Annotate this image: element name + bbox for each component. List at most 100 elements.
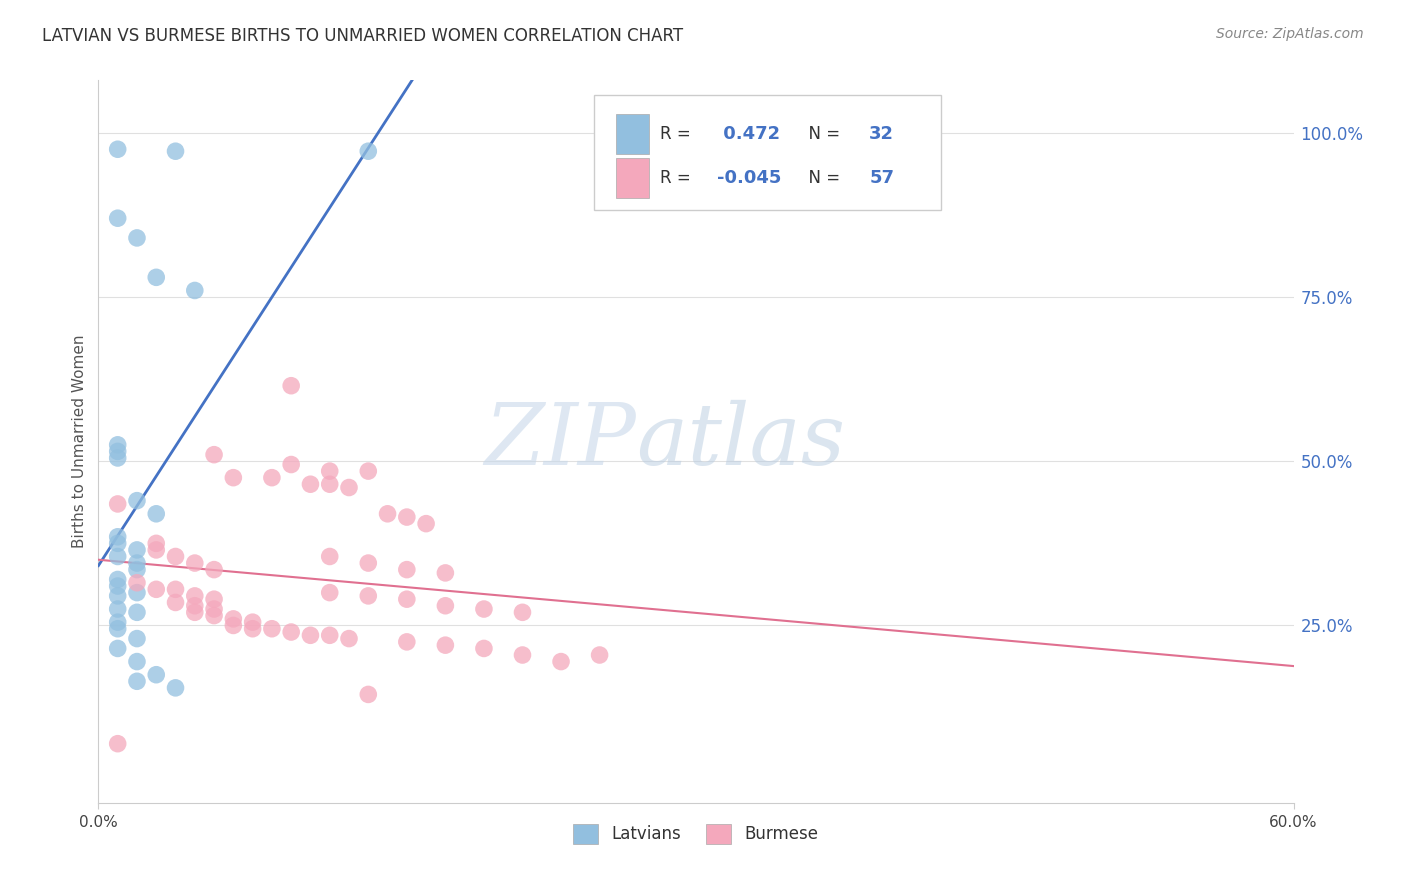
Point	[319, 464, 342, 478]
Point	[357, 145, 380, 159]
Text: R =: R =	[661, 169, 696, 186]
Point	[588, 648, 610, 662]
Point	[165, 145, 187, 159]
Point	[319, 585, 342, 599]
Point	[125, 585, 148, 599]
Text: R =: R =	[661, 125, 696, 144]
Point	[357, 464, 380, 478]
Point	[299, 477, 322, 491]
Point	[125, 575, 148, 590]
Point	[107, 579, 129, 593]
Text: N =: N =	[797, 125, 845, 144]
Point	[395, 592, 418, 607]
Point	[434, 599, 457, 613]
FancyBboxPatch shape	[595, 95, 941, 211]
Text: LATVIAN VS BURMESE BIRTHS TO UNMARRIED WOMEN CORRELATION CHART: LATVIAN VS BURMESE BIRTHS TO UNMARRIED W…	[42, 27, 683, 45]
Point	[107, 615, 129, 630]
Point	[107, 536, 129, 550]
Point	[125, 556, 148, 570]
Point	[145, 582, 167, 597]
Point	[107, 142, 129, 156]
Text: 32: 32	[869, 125, 894, 144]
Point	[107, 737, 129, 751]
Point	[434, 566, 457, 580]
Point	[222, 471, 245, 485]
Point	[357, 589, 380, 603]
Point	[145, 536, 167, 550]
Point	[107, 530, 129, 544]
Point	[202, 592, 225, 607]
Point	[299, 628, 322, 642]
Point	[242, 622, 264, 636]
Text: 0.472: 0.472	[717, 125, 780, 144]
Point	[165, 582, 187, 597]
Point	[107, 589, 129, 603]
Point	[107, 641, 129, 656]
Point	[512, 648, 534, 662]
Point	[202, 448, 225, 462]
Legend: Latvians, Burmese: Latvians, Burmese	[565, 815, 827, 852]
Text: -0.045: -0.045	[717, 169, 782, 186]
Point	[107, 573, 129, 587]
Point	[222, 612, 245, 626]
Point	[125, 605, 148, 619]
Text: ZIP: ZIP	[484, 401, 637, 483]
Text: atlas: atlas	[637, 401, 845, 483]
Point	[260, 471, 283, 485]
Point	[145, 270, 167, 285]
Point	[107, 602, 129, 616]
Point	[125, 632, 148, 646]
Point	[377, 507, 399, 521]
Point	[184, 556, 207, 570]
Point	[395, 635, 418, 649]
Point	[165, 595, 187, 609]
Point	[107, 444, 129, 458]
Point	[512, 605, 534, 619]
Point	[107, 622, 129, 636]
Point	[222, 618, 245, 632]
Point	[472, 602, 495, 616]
Point	[415, 516, 437, 531]
Point	[125, 563, 148, 577]
Point	[202, 602, 225, 616]
Point	[107, 438, 129, 452]
Point	[357, 687, 380, 701]
Point	[319, 628, 342, 642]
Point	[184, 284, 207, 298]
Point	[125, 542, 148, 557]
Point	[395, 510, 418, 524]
Text: N =: N =	[797, 169, 845, 186]
Point	[202, 563, 225, 577]
Point	[145, 507, 167, 521]
Point	[337, 632, 360, 646]
Point	[280, 378, 302, 392]
Point	[319, 477, 342, 491]
Point	[202, 608, 225, 623]
Point	[337, 481, 360, 495]
Point	[184, 589, 207, 603]
Text: 57: 57	[869, 169, 894, 186]
Bar	[616, 114, 650, 154]
Point	[260, 622, 283, 636]
Point	[550, 655, 572, 669]
Point	[107, 450, 129, 465]
Y-axis label: Births to Unmarried Women: Births to Unmarried Women	[72, 334, 87, 549]
Point	[395, 563, 418, 577]
Text: Source: ZipAtlas.com: Source: ZipAtlas.com	[1216, 27, 1364, 41]
Point	[319, 549, 342, 564]
Point	[125, 655, 148, 669]
Point	[165, 549, 187, 564]
Point	[145, 542, 167, 557]
Point	[434, 638, 457, 652]
Point	[184, 605, 207, 619]
Point	[280, 458, 302, 472]
Bar	[616, 158, 650, 198]
Point	[107, 497, 129, 511]
Point	[165, 681, 187, 695]
Point	[357, 556, 380, 570]
Point	[107, 549, 129, 564]
Point	[280, 625, 302, 640]
Point	[107, 211, 129, 226]
Point	[125, 493, 148, 508]
Point	[145, 667, 167, 681]
